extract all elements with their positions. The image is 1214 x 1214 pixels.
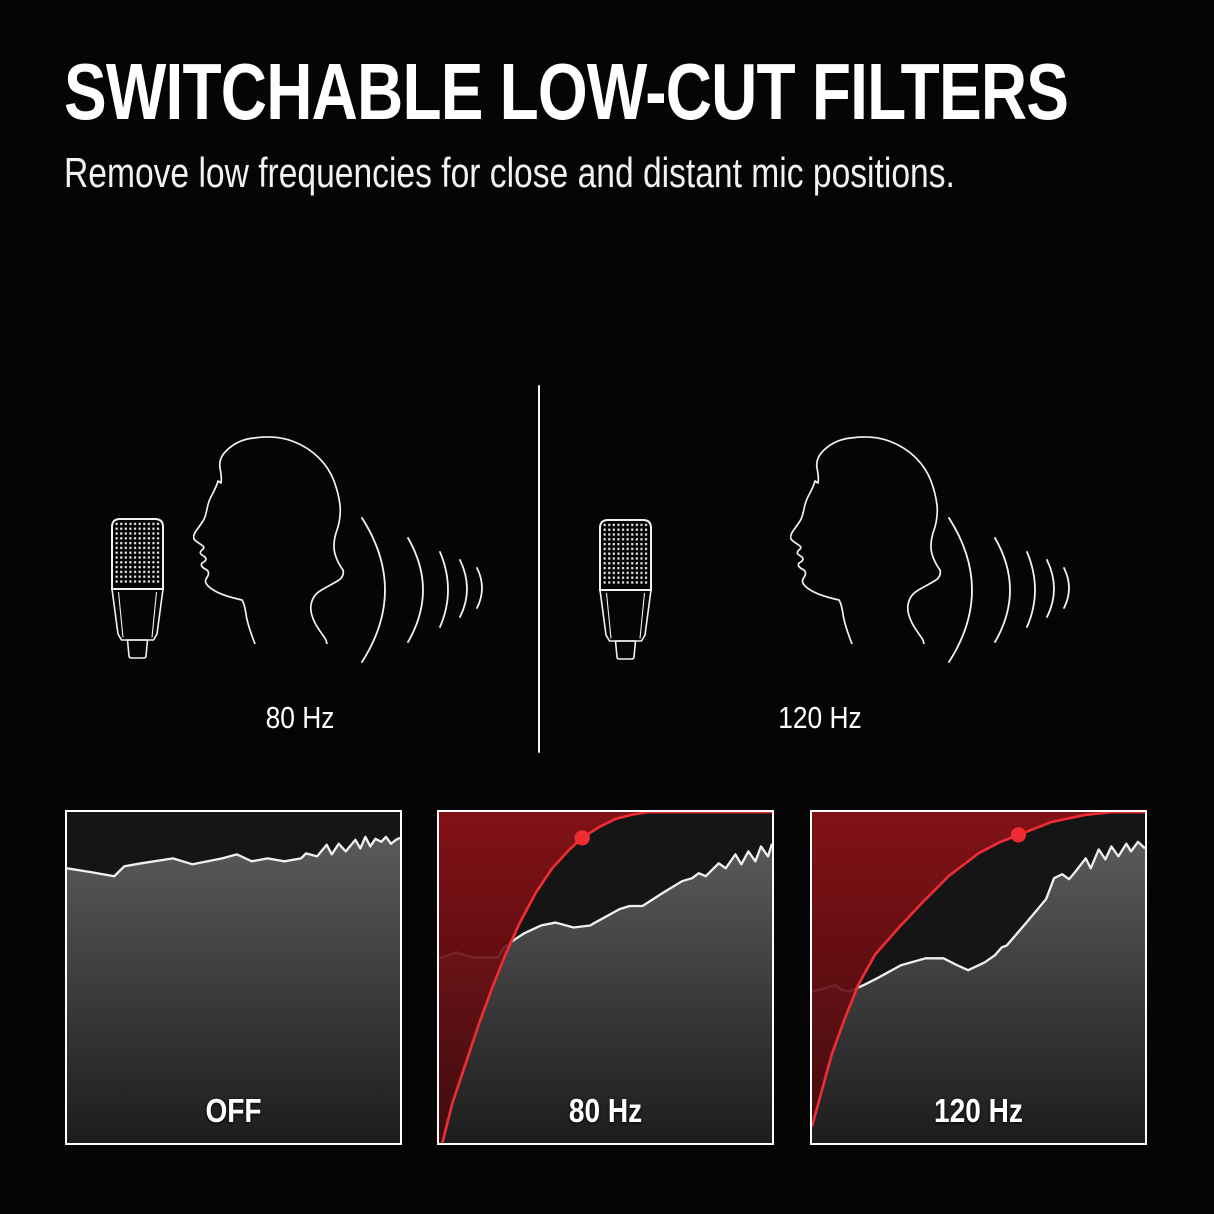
head-profile-icon (790, 436, 950, 644)
response-panel-120hz: 120 Hz (810, 810, 1147, 1145)
sound-waves-icon (355, 510, 495, 668)
page-title: SWITCHABLE LOW-CUT FILTERS (64, 47, 1069, 136)
page-subtitle: Remove low frequencies for close and dis… (64, 149, 955, 196)
response-chart-120hz (812, 812, 1145, 1143)
close-position-frequency-label: 80 Hz (265, 700, 335, 735)
response-panel-80hz: 80 Hz (437, 810, 774, 1145)
scene-divider (538, 385, 540, 753)
response-chart-80hz (439, 812, 772, 1143)
distant-position-frequency-label: 120 Hz (778, 700, 862, 735)
microphone-icon (598, 518, 653, 661)
microphone-icon (110, 517, 165, 660)
sound-waves-icon (942, 510, 1082, 668)
filter-setting-label: OFF (205, 1092, 262, 1129)
response-panel-off: OFF (65, 810, 402, 1145)
head-profile-icon (193, 436, 353, 644)
filter-setting-label: 120 Hz (934, 1092, 1023, 1129)
filter-setting-label: 80 Hz (568, 1092, 643, 1129)
response-chart-off (67, 812, 400, 1143)
